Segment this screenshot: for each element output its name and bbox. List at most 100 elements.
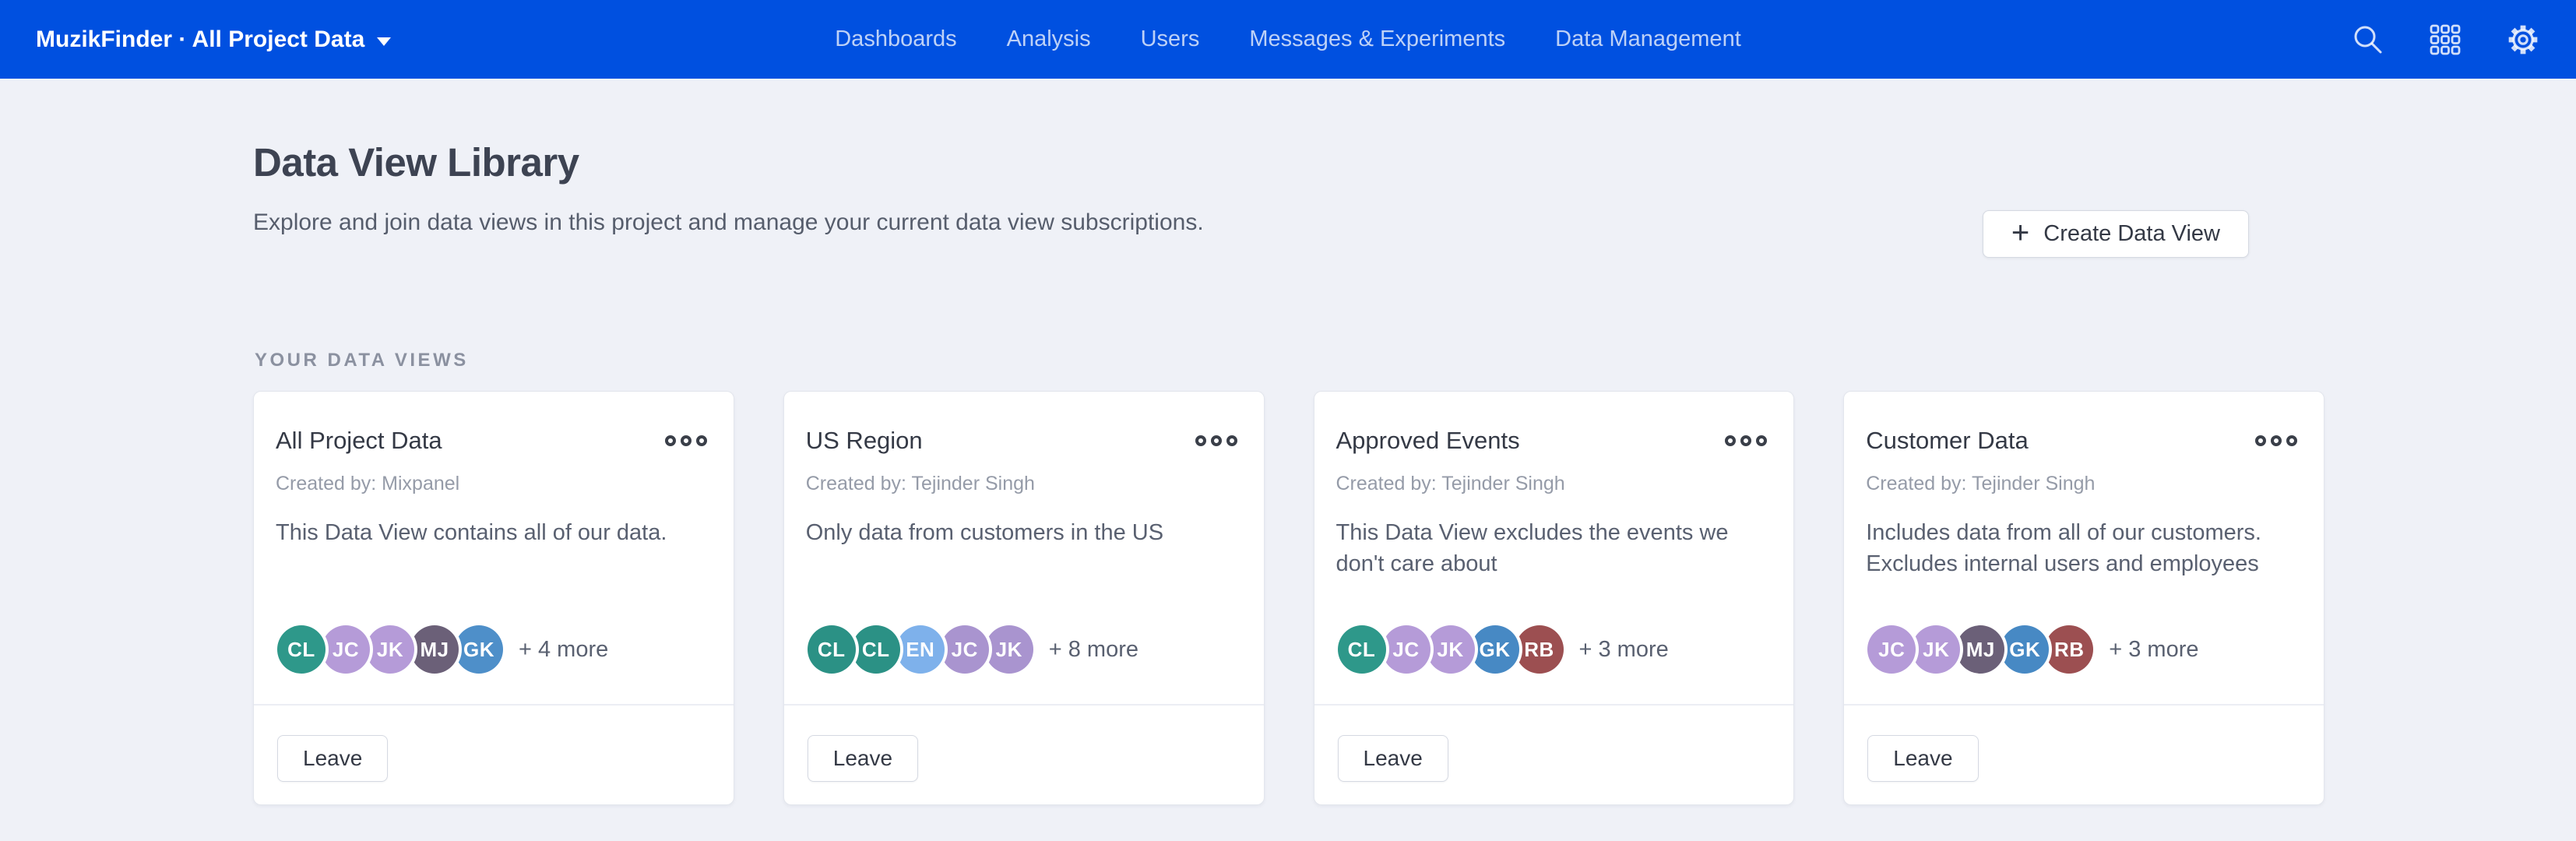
avatar-mj: MJ — [1956, 625, 2005, 674]
section-label: YOUR DATA VIEWS — [255, 350, 469, 371]
more-members-label: + 3 more — [2109, 636, 2199, 662]
dots-icon — [1226, 435, 1237, 446]
card-menu-button[interactable] — [1191, 429, 1242, 452]
avatar-cl: CL — [1337, 625, 1386, 674]
dots-icon — [664, 435, 676, 446]
card-created-by: Created by: Tejinder Singh — [1866, 473, 2096, 494]
avatar-jk: JK — [366, 625, 414, 674]
avatar-jk: JK — [984, 625, 1033, 674]
member-avatars: CL JC JK GK RB + 3 more — [1337, 625, 1779, 674]
dots-icon — [1740, 435, 1752, 446]
avatar-jk: JK — [1912, 625, 1961, 674]
card-created-by: Created by: Tejinder Singh — [1336, 473, 1565, 494]
member-avatars: CL JC JK MJ GK + 4 more — [277, 625, 718, 674]
apps-grid-icon — [2430, 24, 2461, 55]
dots-icon — [1210, 435, 1222, 446]
card-header: All Project Data — [276, 424, 712, 457]
avatar-jc: JC — [322, 625, 370, 674]
card-description: Only data from customers in the US — [805, 520, 1164, 545]
card-menu-button[interactable] — [2250, 429, 2302, 452]
avatar-en: EN — [896, 625, 945, 674]
plus-icon: + — [2011, 215, 2030, 250]
dots-icon — [2286, 435, 2297, 446]
card-header: Customer Data — [1866, 424, 2302, 457]
create-data-view-button[interactable]: + Create Data View — [1982, 210, 2249, 258]
search-button[interactable] — [2352, 23, 2384, 56]
primary-nav: Dashboards Analysis Users Messages & Experi… — [835, 0, 1741, 79]
dots-icon — [2271, 435, 2282, 446]
create-data-view-label: Create Data View — [2043, 221, 2220, 246]
card-title: Approved Events — [1336, 427, 1520, 454]
member-avatars: JC JK MJ GK RB + 3 more — [1867, 625, 2308, 674]
card-title: All Project Data — [276, 427, 442, 454]
page-subtitle: Explore and join data views in this proj… — [253, 209, 1204, 235]
leave-button[interactable]: Leave — [1337, 735, 1448, 782]
top-navigation-bar: MuzikFinder · All Project Data Dashboard… — [0, 0, 2576, 79]
avatar-cl: CL — [807, 625, 856, 674]
chevron-down-icon — [377, 37, 392, 46]
avatar-gk: GK — [1470, 625, 1519, 674]
nav-item-users[interactable]: Users — [1140, 26, 1200, 51]
avatar-gk: GK — [455, 625, 503, 674]
apps-menu-button[interactable] — [2430, 24, 2461, 55]
main-content: Data View Library Explore and join data … — [0, 79, 2576, 841]
search-icon — [2354, 26, 2382, 53]
nav-item-analysis[interactable]: Analysis — [1006, 26, 1091, 51]
dots-icon — [695, 435, 707, 446]
leave-button[interactable]: Leave — [1867, 735, 1979, 782]
card-divider — [254, 704, 734, 706]
leave-button[interactable]: Leave — [807, 735, 919, 782]
avatar-rb: RB — [2045, 625, 2094, 674]
more-members-label: + 8 more — [1048, 636, 1138, 662]
data-view-card: All Project Data Created by: Mixpanel Th… — [253, 391, 734, 805]
avatar-cl: CL — [277, 625, 326, 674]
card-title: Customer Data — [1866, 427, 2029, 454]
data-view-cards: All Project Data Created by: Mixpanel Th… — [253, 391, 2324, 805]
dots-icon — [1195, 435, 1206, 446]
card-divider — [783, 704, 1264, 706]
project-selector[interactable]: MuzikFinder · All Project Data — [36, 26, 392, 53]
avatar-jc: JC — [1381, 625, 1431, 674]
settings-button[interactable] — [2506, 23, 2540, 57]
card-created-by: Created by: Mixpanel — [276, 473, 460, 494]
page-title: Data View Library — [253, 140, 579, 185]
card-description: This Data View contains all of our data. — [276, 520, 667, 545]
more-members-label: + 3 more — [1578, 636, 1669, 662]
member-avatars: CL CL EN JC JK + 8 more — [807, 625, 1248, 674]
card-menu-button[interactable] — [660, 429, 712, 452]
card-divider — [1314, 704, 1794, 706]
avatar-rb: RB — [1515, 625, 1564, 674]
card-menu-button[interactable] — [1720, 429, 1772, 452]
dots-icon — [680, 435, 692, 446]
avatar-stack: CL CL EN JC JK — [807, 625, 1033, 674]
avatar-gk: GK — [2001, 625, 2050, 674]
card-title: US Region — [805, 427, 923, 454]
avatar-cl: CL — [851, 625, 900, 674]
avatar-stack: CL JC JK MJ GK — [277, 625, 503, 674]
avatar-stack: JC JK MJ GK RB — [1867, 625, 2094, 674]
card-description: Includes data from all of our customers.… — [1866, 520, 2261, 576]
nav-item-messages-experiments[interactable]: Messages & Experiments — [1249, 26, 1506, 51]
settings-gear-icon — [2508, 25, 2538, 54]
avatar-mj: MJ — [410, 625, 459, 674]
project-selector-label: MuzikFinder · All Project Data — [36, 26, 365, 52]
dots-icon — [1725, 435, 1737, 446]
topbar-icons — [2352, 23, 2540, 57]
card-header: Approved Events — [1336, 424, 1772, 457]
data-view-card: Approved Events Created by: Tejinder Sin… — [1313, 391, 1795, 805]
card-header: US Region — [806, 424, 1242, 457]
more-members-label: + 4 more — [519, 636, 609, 662]
dots-icon — [2255, 435, 2266, 446]
avatar-jk: JK — [1426, 625, 1475, 674]
card-divider — [1844, 704, 2324, 706]
data-view-card: Customer Data Created by: Tejinder Singh… — [1843, 391, 2324, 805]
card-description: This Data View excludes the events we do… — [1336, 520, 1729, 576]
dots-icon — [1756, 435, 1768, 446]
data-view-card: US Region Created by: Tejinder Singh Onl… — [783, 391, 1265, 805]
nav-item-data-management[interactable]: Data Management — [1555, 26, 1741, 51]
avatar-stack: CL JC JK GK RB — [1337, 625, 1564, 674]
nav-item-dashboards[interactable]: Dashboards — [835, 26, 957, 51]
avatar-jc: JC — [1867, 625, 1916, 674]
leave-button[interactable]: Leave — [277, 735, 389, 782]
